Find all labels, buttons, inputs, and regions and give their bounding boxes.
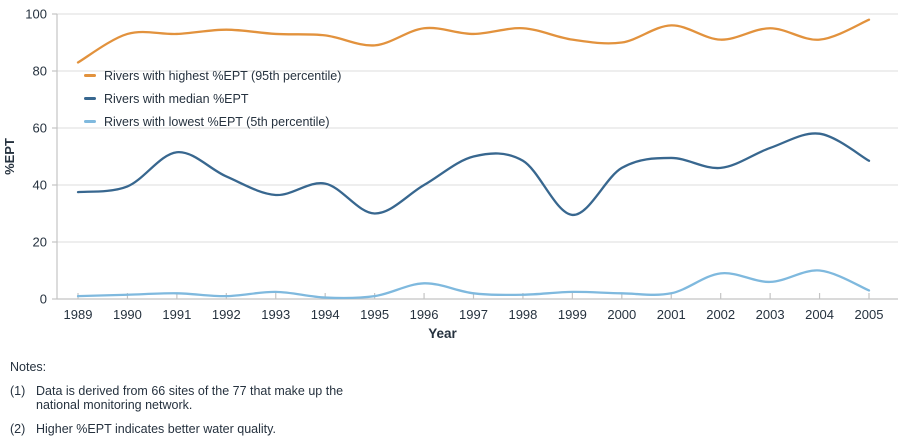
x-tick-label: 1995: [360, 307, 389, 322]
legend-item-lowest: Rivers with lowest %EPT (5th percentile): [84, 110, 341, 133]
x-tick-label: 1990: [113, 307, 142, 322]
x-tick-label: 2000: [607, 307, 636, 322]
notes-section: Notes: (1) Data is derived from 66 sites…: [10, 360, 916, 436]
x-tick-label: 1999: [558, 307, 587, 322]
legend-label-lowest: Rivers with lowest %EPT (5th percentile): [104, 115, 330, 129]
y-tick-label: 20: [33, 235, 47, 250]
x-tick-label: 2001: [657, 307, 686, 322]
x-tick-label: 1994: [311, 307, 340, 322]
note-text: Data is derived from 66 sites of the 77 …: [36, 384, 381, 413]
x-axis-title: Year: [428, 326, 457, 341]
note-item-1: (1) Data is derived from 66 sites of the…: [10, 384, 916, 413]
x-tick-label: 1989: [64, 307, 93, 322]
line-series-1: [78, 133, 869, 215]
y-tick-label: 0: [40, 292, 47, 307]
line-series-0: [78, 20, 869, 63]
x-tick-label: 2003: [756, 307, 785, 322]
x-tick-label: 2004: [805, 307, 834, 322]
y-tick-label: 100: [25, 7, 47, 22]
notes-title: Notes:: [10, 360, 916, 375]
legend-label-highest: Rivers with highest %EPT (95th percentil…: [104, 69, 341, 83]
y-axis-title: %EPT: [2, 138, 17, 175]
x-tick-label: 1993: [261, 307, 290, 322]
legend-swatch-highest: [84, 74, 96, 77]
legend-item-median: Rivers with median %EPT: [84, 87, 341, 110]
y-tick-label: 80: [33, 64, 47, 79]
x-tick-label: 1997: [459, 307, 488, 322]
legend-label-median: Rivers with median %EPT: [104, 92, 249, 106]
note-number: (1): [10, 384, 36, 413]
x-tick-label: 1992: [212, 307, 241, 322]
x-tick-label: 1996: [410, 307, 439, 322]
legend-item-highest: Rivers with highest %EPT (95th percentil…: [84, 64, 341, 87]
chart-canvas: 0 20 40 60 80 100 1989 1990 1991 1992 1993 1994 1995…: [0, 0, 916, 352]
chart-legend: Rivers with highest %EPT (95th percentil…: [84, 64, 341, 133]
y-tick-label: 40: [33, 178, 47, 193]
y-tick-label: 60: [33, 121, 47, 136]
x-tick-label: 1991: [162, 307, 191, 322]
legend-swatch-lowest: [84, 120, 96, 123]
x-tick-label: 1998: [508, 307, 537, 322]
line-series-2: [78, 270, 869, 298]
x-tick-label: 2002: [706, 307, 735, 322]
x-tick-label: 2005: [855, 307, 884, 322]
legend-swatch-median: [84, 97, 96, 100]
ept-line-chart: 0 20 40 60 80 100 1989 1990 1991 1992 1993 1994 1995…: [0, 0, 916, 352]
